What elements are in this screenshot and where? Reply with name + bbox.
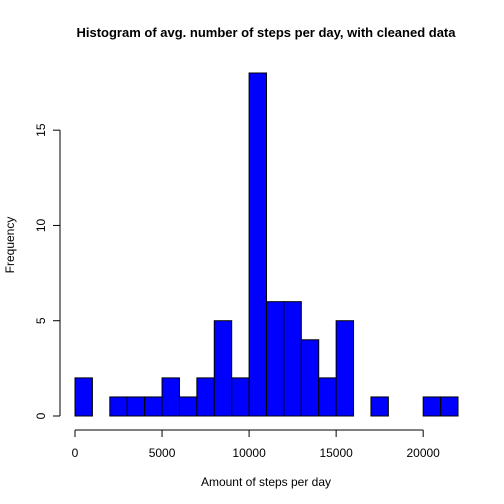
- histogram-bar: [422, 396, 442, 417]
- x-axis-label: Amount of steps per day: [201, 475, 331, 489]
- y-tick-label: 0: [34, 412, 48, 419]
- y-tick-label: 5: [34, 317, 48, 324]
- y-tick-label: 15: [34, 123, 48, 137]
- histogram-bar: [370, 396, 389, 417]
- y-tick-label: 10: [34, 218, 48, 232]
- histogram-bar: [196, 377, 215, 417]
- y-axis-label: Frequency: [3, 217, 17, 274]
- histogram-bar: [318, 377, 337, 417]
- histogram-bar: [109, 396, 128, 417]
- x-axis: 0 5000 10000 15000 20000: [72, 429, 440, 460]
- histogram-bar: [126, 396, 146, 417]
- x-tick-label: 15000: [319, 446, 353, 460]
- histogram-bar: [178, 396, 198, 417]
- histogram-bar: [144, 396, 163, 417]
- x-tick-label: 5000: [149, 446, 176, 460]
- histogram-bar: [231, 377, 250, 417]
- histogram-bar: [440, 396, 459, 417]
- histogram-bar: [213, 320, 233, 417]
- x-tick-label: 10000: [232, 446, 266, 460]
- histogram-bar: [283, 301, 302, 417]
- histogram-bar: [266, 301, 285, 417]
- x-tick-label: 20000: [406, 446, 440, 460]
- histogram-bar: [335, 320, 355, 417]
- histogram-bar: [300, 339, 320, 417]
- histogram-bar: [161, 377, 180, 417]
- bars-group: [74, 72, 459, 417]
- x-tick-label: 0: [72, 446, 79, 460]
- y-axis: 0 5 10 15: [34, 123, 61, 419]
- chart-title: Histogram of avg. number of steps per da…: [76, 25, 456, 40]
- histogram-bar: [74, 377, 93, 417]
- histogram-bar: [248, 72, 268, 417]
